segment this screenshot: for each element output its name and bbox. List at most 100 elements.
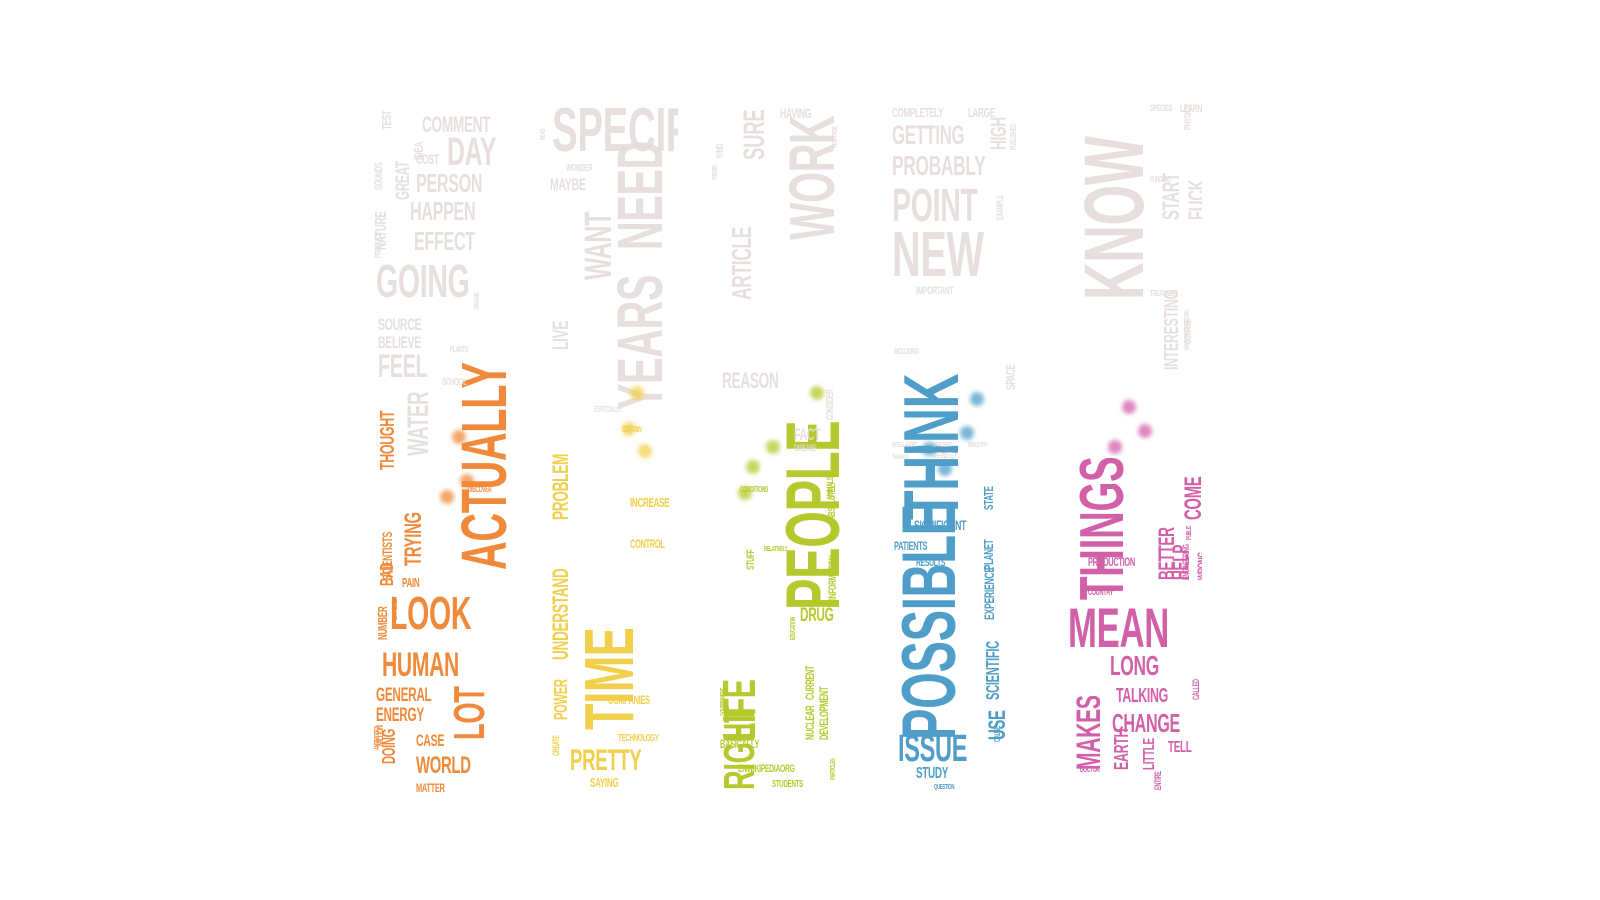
word-students: STUDENTS <box>772 779 803 790</box>
word-significant: SIGNIFICANT <box>914 517 967 533</box>
word-called: CALLED <box>1191 679 1201 700</box>
tube-blue: COMPLETELY LARGE GETTING HIGH PUBLISHED PROBA… <box>886 100 1028 820</box>
word-human: HUMAN <box>382 646 459 684</box>
word-enwikipediaorg: ENWIKIPEDIAORG <box>738 763 795 775</box>
word-definitely: DEFINITELY <box>932 451 958 460</box>
word-pretty: PRETTY <box>570 744 642 777</box>
word-wonder: WONDER <box>566 163 593 174</box>
word-start: START <box>1158 173 1185 220</box>
word-test: TEST <box>379 110 394 130</box>
word-matter: MATTER <box>416 781 445 795</box>
word-long: LONG <box>1110 650 1159 681</box>
word-treatment: TREATMENT <box>1150 289 1178 298</box>
word-saying: SAYING <box>590 775 619 790</box>
word-feel: FEEL <box>378 348 428 384</box>
word-relatively: RELATIVELY <box>764 546 788 553</box>
word-work: WORK <box>776 115 848 240</box>
word-particles: PARTICLES <box>830 758 837 780</box>
word-power: POWER <box>551 679 571 720</box>
word-fact: FACT <box>794 425 821 444</box>
word-trying: TRYING <box>400 512 427 566</box>
word-source: SOURCE <box>378 315 422 334</box>
word-effect: EFFECT <box>414 226 475 256</box>
word-time: TIME <box>570 627 648 730</box>
tube-yellow: READSPECIFICWONDERMAYBEWANTNEEDYEARSLIVE… <box>538 100 678 820</box>
word-world: WORLD <box>416 752 471 779</box>
word-article: ARTICLE <box>726 226 757 300</box>
word-industry: INDUSTRY <box>968 442 988 449</box>
word-probably: PROBABLY <box>892 150 986 181</box>
word-tell: TELL <box>1168 739 1192 756</box>
word-live: LIVE <box>548 320 573 350</box>
word-intelligent: INTELLIGENT <box>892 442 918 449</box>
word-things: THINGS <box>1068 456 1137 600</box>
word-consider: CONSIDER <box>825 389 836 420</box>
word-little: LITTLE <box>1141 738 1158 770</box>
bubble <box>746 460 760 474</box>
word-read: READ <box>540 128 547 140</box>
word-learn: LEARN <box>1180 103 1202 115</box>
word-results: RESULTS <box>916 557 946 569</box>
bubble <box>922 442 936 456</box>
word-state: STATE <box>981 486 996 510</box>
word-control: CONTROL <box>630 537 665 551</box>
word-patients: PATIENTS <box>894 539 928 553</box>
bubble <box>938 462 952 476</box>
word-great: GREAT <box>393 161 414 200</box>
word-change: CHANGE <box>1112 708 1180 738</box>
word-high: HIGH <box>986 117 1011 150</box>
word-completely: COMPLETELY <box>892 105 944 120</box>
word-lot: LOT <box>445 686 494 740</box>
word-point: POINT <box>892 179 978 231</box>
word-issue: ISSUE <box>898 728 968 770</box>
word-especially: ESPECIALLY <box>594 405 622 414</box>
word-makes: MAKES <box>1070 695 1108 770</box>
word-create: CREATE <box>551 735 561 756</box>
word-question: QUESTION <box>934 784 955 791</box>
word-discover: DISCOVER <box>468 485 492 494</box>
word-problem: PROBLEM <box>548 453 573 520</box>
word-day: DAY <box>447 130 497 174</box>
bubble <box>970 392 984 406</box>
word-new: NEW <box>892 218 984 290</box>
bubble <box>630 386 644 400</box>
word-nuclear: NUCLEAR <box>803 705 817 740</box>
word-pain: PAIN <box>402 575 420 590</box>
word-bad: BAD <box>377 562 397 586</box>
bubble <box>1122 400 1136 414</box>
word-public: PUBLIC <box>1186 525 1193 540</box>
bubble <box>738 486 752 500</box>
word-general: GENERAL <box>376 685 432 706</box>
word-cause: CAUSE <box>993 726 1002 742</box>
word-earth: EARTH <box>1111 728 1133 770</box>
word-study: STUDY <box>916 765 949 782</box>
bubble <box>810 386 824 400</box>
bubble <box>460 474 474 488</box>
word-talking: TALKING <box>1116 685 1169 707</box>
word-increase: INCREASE <box>630 495 670 510</box>
word-water: WATER <box>402 391 435 456</box>
word-happen: HAPPEN <box>410 196 476 226</box>
word-look: LOOK <box>390 587 472 639</box>
word-scientific: SCIENTIFIC <box>983 641 1003 700</box>
word-going: GOING <box>376 255 470 307</box>
tube-green: HAVING KIND FRIEND SURE RESPONSE ARTICLE WORK P… <box>708 100 848 820</box>
word-information: INFORMATION <box>827 555 839 600</box>
word-maybe: MAYBE <box>550 175 586 194</box>
bubble <box>622 422 636 436</box>
word-help: HELP <box>1168 544 1193 580</box>
bubble <box>960 426 974 440</box>
word-efficient: EFFICIENT <box>932 442 952 449</box>
word-energy: ENERGY <box>376 705 424 726</box>
word-important: IMPORTANT <box>916 285 954 297</box>
word-need: NEED <box>604 140 676 250</box>
word-published: PUBLISHED <box>1009 124 1018 150</box>
word-mean: MEAN <box>1068 596 1169 659</box>
word-course: COURSE <box>1183 319 1194 344</box>
word-doing: DOING <box>379 728 399 764</box>
word-reason: REASON <box>722 368 779 393</box>
bubble <box>440 490 454 504</box>
word-thought: THOUGHT <box>377 410 399 470</box>
word-actually: ACTUALLY <box>448 362 508 570</box>
word-sounds: SOUNDS <box>373 162 385 190</box>
